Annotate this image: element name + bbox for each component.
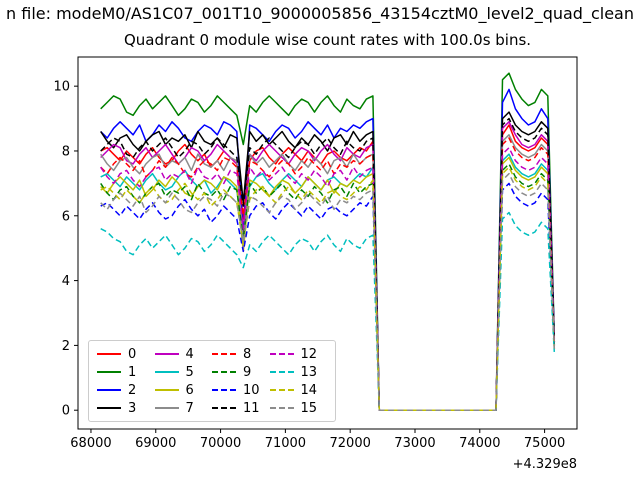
legend-label: 13 [300,364,318,380]
legend-entry-5: 5 [154,363,213,381]
legend-entry-9: 9 [212,363,270,381]
x-tick-label: 75000 [524,436,565,451]
legend-label: 12 [300,346,318,362]
legend-label: 1 [128,364,137,380]
legend-line-sample [269,407,294,409]
y-tick-label: 0 [62,404,70,419]
x-tick-label: 71000 [265,436,306,451]
legend-line-sample [269,389,294,391]
legend-line-sample [97,353,121,355]
legend-entry-1: 1 [97,363,155,381]
x-tick-label: 73000 [394,436,435,451]
legend-entry-4: 4 [154,345,213,363]
legend-line-sample [212,371,236,373]
figure-title: n file: modeM0/AS1C07_001T10_9000005856_… [0,4,640,23]
figure-title-text: n file: modeM0/AS1C07_001T10_9000005856_… [6,4,634,23]
legend-line-sample [154,371,179,373]
legend-entry-0: 0 [97,345,155,363]
legend-label: 11 [243,400,260,416]
y-tick-label: 6 [62,209,70,224]
legend-label: 14 [300,382,318,398]
legend-line-sample [212,389,236,391]
legend-label: 8 [243,346,252,362]
legend-line-sample [154,407,179,409]
legend-entry-13: 13 [269,363,328,381]
axes-title-text: Quadrant 0 module wise count rates with … [123,31,532,49]
legend-label: 3 [128,400,137,416]
axes-frame [77,56,578,430]
series-line-9 [100,163,556,411]
y-tick-label: 10 [53,80,70,95]
legend-label: 5 [185,364,194,380]
legend-line-sample [212,407,236,409]
legend-label: 4 [185,346,194,362]
legend-label: 2 [128,382,137,398]
y-tick-label: 2 [62,339,70,354]
y-tick-label: 4 [62,274,70,289]
series-line-15 [100,172,556,411]
legend-line-sample [269,371,294,373]
legend-line-sample [97,407,121,409]
x-tick-label: 68000 [70,436,111,451]
legend-line-sample [154,353,179,355]
x-tick-label: 69000 [135,436,176,451]
legend-line-sample [212,353,236,355]
legend-line-sample [154,389,179,391]
legend-label: 10 [243,382,260,398]
legend-entry-14: 14 [269,381,328,399]
x-tick-label: 72000 [330,436,371,451]
legend-entry-3: 3 [97,399,155,417]
legend-entry-12: 12 [269,345,328,363]
axes-title: Quadrant 0 module wise count rates with … [78,31,577,49]
legend-label: 0 [128,346,137,362]
legend-entry-11: 11 [212,399,270,417]
legend-label: 15 [300,400,318,416]
series-line-12 [100,146,556,411]
legend-entry-8: 8 [212,345,270,363]
legend-label: 6 [185,382,194,398]
legend-entry-6: 6 [154,381,213,399]
legend-label: 9 [243,364,252,380]
legend-label: 7 [185,400,194,416]
x-tick-label: 70000 [200,436,241,451]
legend-entry-2: 2 [97,381,155,399]
y-tick-label: 8 [62,144,70,159]
legend-line-sample [97,389,121,391]
x-axis-offset-label: +4.329e8 [513,457,577,472]
x-tick-label: 74000 [459,436,500,451]
legend-entry-10: 10 [212,381,270,399]
legend-line-sample [97,371,121,373]
legend: 0 1 2 3 4 5 6 7 8 9 10 11 12 13 14 15 [88,340,336,422]
legend-line-sample [269,353,294,355]
legend-entry-7: 7 [154,399,213,417]
legend-entry-15: 15 [269,399,328,417]
